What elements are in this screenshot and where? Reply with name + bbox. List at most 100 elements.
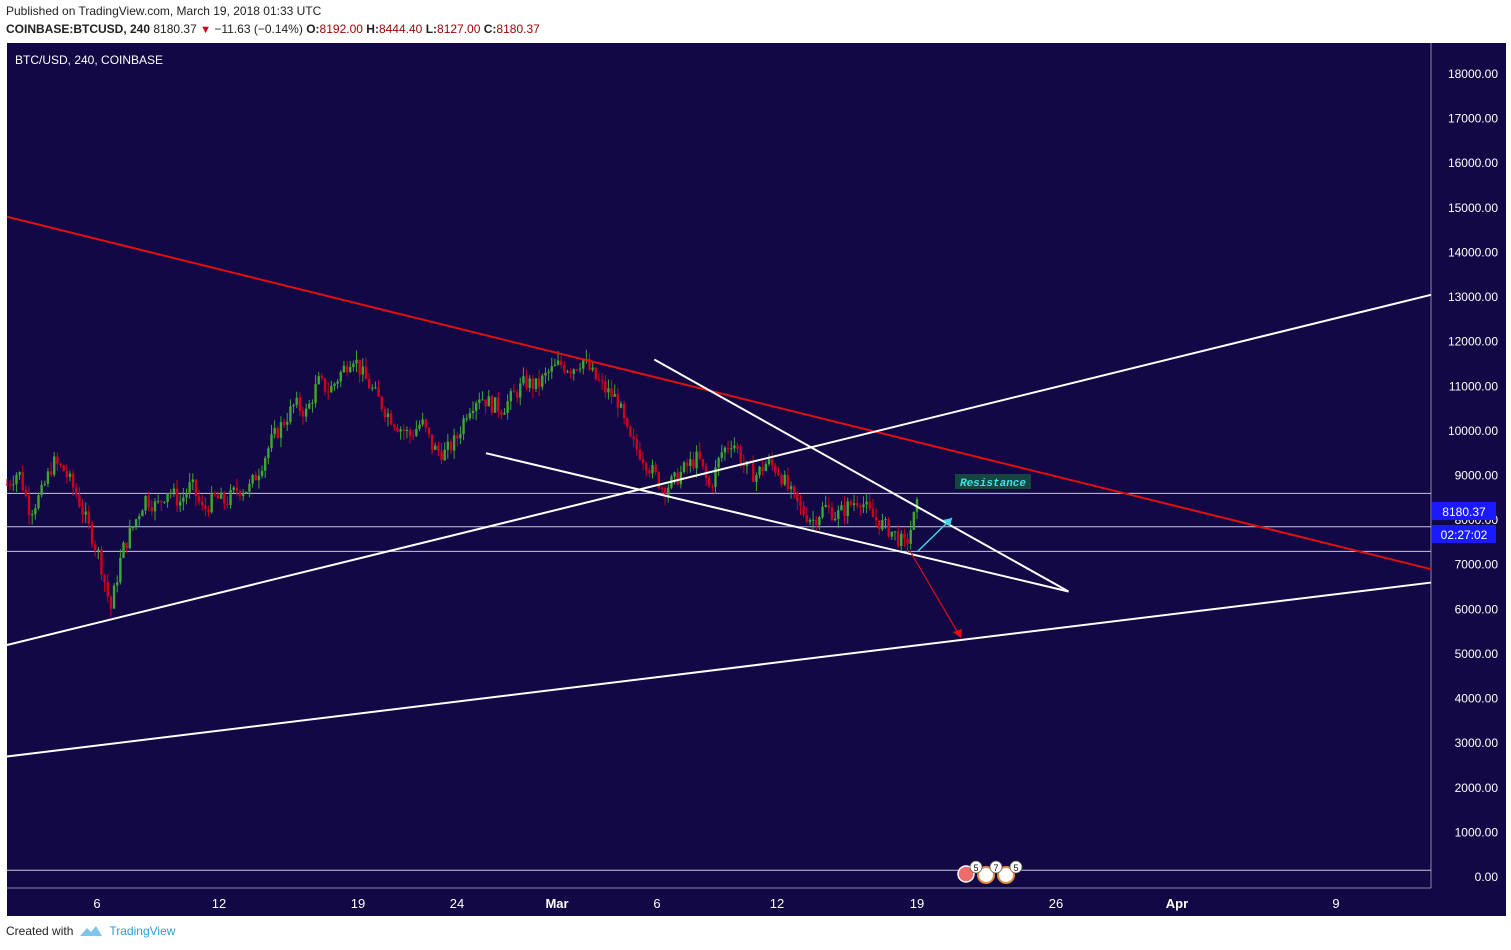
- candle-body: [141, 510, 144, 517]
- candle-body: [267, 448, 270, 459]
- candle-body: [833, 518, 837, 521]
- candle-body: [270, 434, 273, 449]
- candle-body: [597, 379, 601, 381]
- red-trendline[interactable]: [6, 215, 1432, 571]
- candle-body: [122, 542, 125, 558]
- candle-body: [645, 463, 648, 471]
- candle-body: [276, 428, 279, 438]
- y-tick-label: 11000.00: [1449, 379, 1498, 393]
- chart-area[interactable]: 18000.00 17000.00 16000.00 15000.00 14000.00…: [0, 41, 1511, 918]
- candle-body: [537, 378, 541, 387]
- candle-body: [216, 494, 220, 499]
- price-axis[interactable]: [1431, 43, 1506, 888]
- candle-body: [575, 369, 579, 371]
- candle-body: [808, 520, 812, 522]
- candle-body: [600, 380, 604, 382]
- event-count: 5: [1013, 863, 1018, 873]
- candle-body: [490, 396, 494, 413]
- candle-body: [487, 396, 490, 407]
- candle-body: [134, 519, 138, 527]
- candle-body: [478, 399, 481, 404]
- candle-body: [534, 378, 538, 389]
- resistance-label: Resistance: [960, 478, 1026, 490]
- candle-body: [207, 509, 210, 513]
- event-badges[interactable]: 5 7 5: [957, 860, 1023, 884]
- candle-body: [219, 492, 223, 499]
- candle-body: [223, 492, 226, 504]
- candle-body: [698, 451, 701, 459]
- candle-body: [865, 501, 868, 505]
- bullish-arrow[interactable]: [917, 517, 953, 552]
- white-trendline[interactable]: [653, 358, 1070, 593]
- candle-body: [169, 492, 172, 494]
- candle-body: [673, 472, 676, 477]
- candle-body: [912, 511, 916, 530]
- candle-body: [260, 470, 264, 476]
- resistance-annotation-bg: [955, 474, 1031, 489]
- candle-body: [465, 418, 468, 420]
- candle-body: [191, 479, 194, 483]
- time-axis[interactable]: [7, 888, 1431, 916]
- candle-body: [868, 501, 871, 509]
- candle-body: [676, 472, 679, 485]
- candle-body: [56, 456, 59, 464]
- candle-body: [641, 459, 645, 464]
- candle-body: [320, 376, 324, 379]
- candle-body: [112, 585, 116, 609]
- candle-body: [21, 472, 24, 491]
- white-trendline[interactable]: [6, 581, 1432, 758]
- candle-body: [437, 445, 440, 451]
- candle-body: [440, 450, 443, 461]
- candle-body: [774, 465, 777, 473]
- candle-body: [399, 429, 402, 432]
- candle-body: [361, 366, 365, 375]
- candle-body: [871, 508, 875, 518]
- resistance-annotation[interactable]: Resistance: [955, 474, 1031, 490]
- candle-body: [314, 384, 317, 404]
- candle-body: [638, 449, 642, 460]
- candle-body: [150, 507, 154, 512]
- candle-body: [37, 495, 40, 509]
- candle-body: [345, 365, 349, 373]
- flag-icon[interactable]: [977, 866, 995, 884]
- candle-body: [147, 495, 150, 508]
- candle-body: [764, 463, 768, 471]
- candle-body: [364, 366, 368, 380]
- candle-body: [553, 364, 557, 367]
- candle-body: [830, 507, 834, 521]
- candle-body: [780, 474, 783, 485]
- candle-body: [604, 381, 607, 393]
- flag-icon[interactable]: [997, 866, 1015, 884]
- y-tick-label: 6000.00: [1455, 602, 1499, 616]
- candle-body: [881, 519, 884, 530]
- candle-body: [286, 421, 289, 425]
- candle-body: [156, 500, 160, 502]
- countdown-badge-text: 02:27:02: [1441, 528, 1488, 542]
- candle-body: [789, 486, 793, 490]
- candle-body: [100, 549, 103, 575]
- candle-body: [5, 484, 9, 486]
- x-tick-label: 12: [212, 896, 226, 911]
- candle-body: [317, 376, 320, 385]
- candle-body: [827, 504, 831, 508]
- close-value: 8180.37: [496, 22, 540, 36]
- candle-body: [903, 533, 906, 539]
- candlestick-chart[interactable]: 18000.00 17000.00 16000.00 15000.00 14000.00…: [0, 41, 1511, 918]
- candle-body: [374, 387, 377, 389]
- footer-brand[interactable]: TradingView: [109, 924, 176, 938]
- candle-body: [27, 495, 31, 516]
- flag-icon[interactable]: [957, 865, 975, 883]
- candle-body: [569, 371, 572, 374]
- candle-body: [632, 436, 635, 440]
- candle-body: [251, 474, 254, 484]
- candle-body: [377, 387, 380, 397]
- bearish-arrow[interactable]: [909, 550, 962, 639]
- candle-body: [160, 500, 163, 503]
- candle-body: [188, 482, 191, 494]
- white-trendline[interactable]: [485, 452, 1069, 593]
- event-count: 5: [973, 863, 978, 873]
- candle-body: [311, 403, 314, 405]
- white-trendline[interactable]: [6, 293, 1432, 646]
- candle-body: [660, 487, 664, 489]
- candle-body: [43, 483, 46, 485]
